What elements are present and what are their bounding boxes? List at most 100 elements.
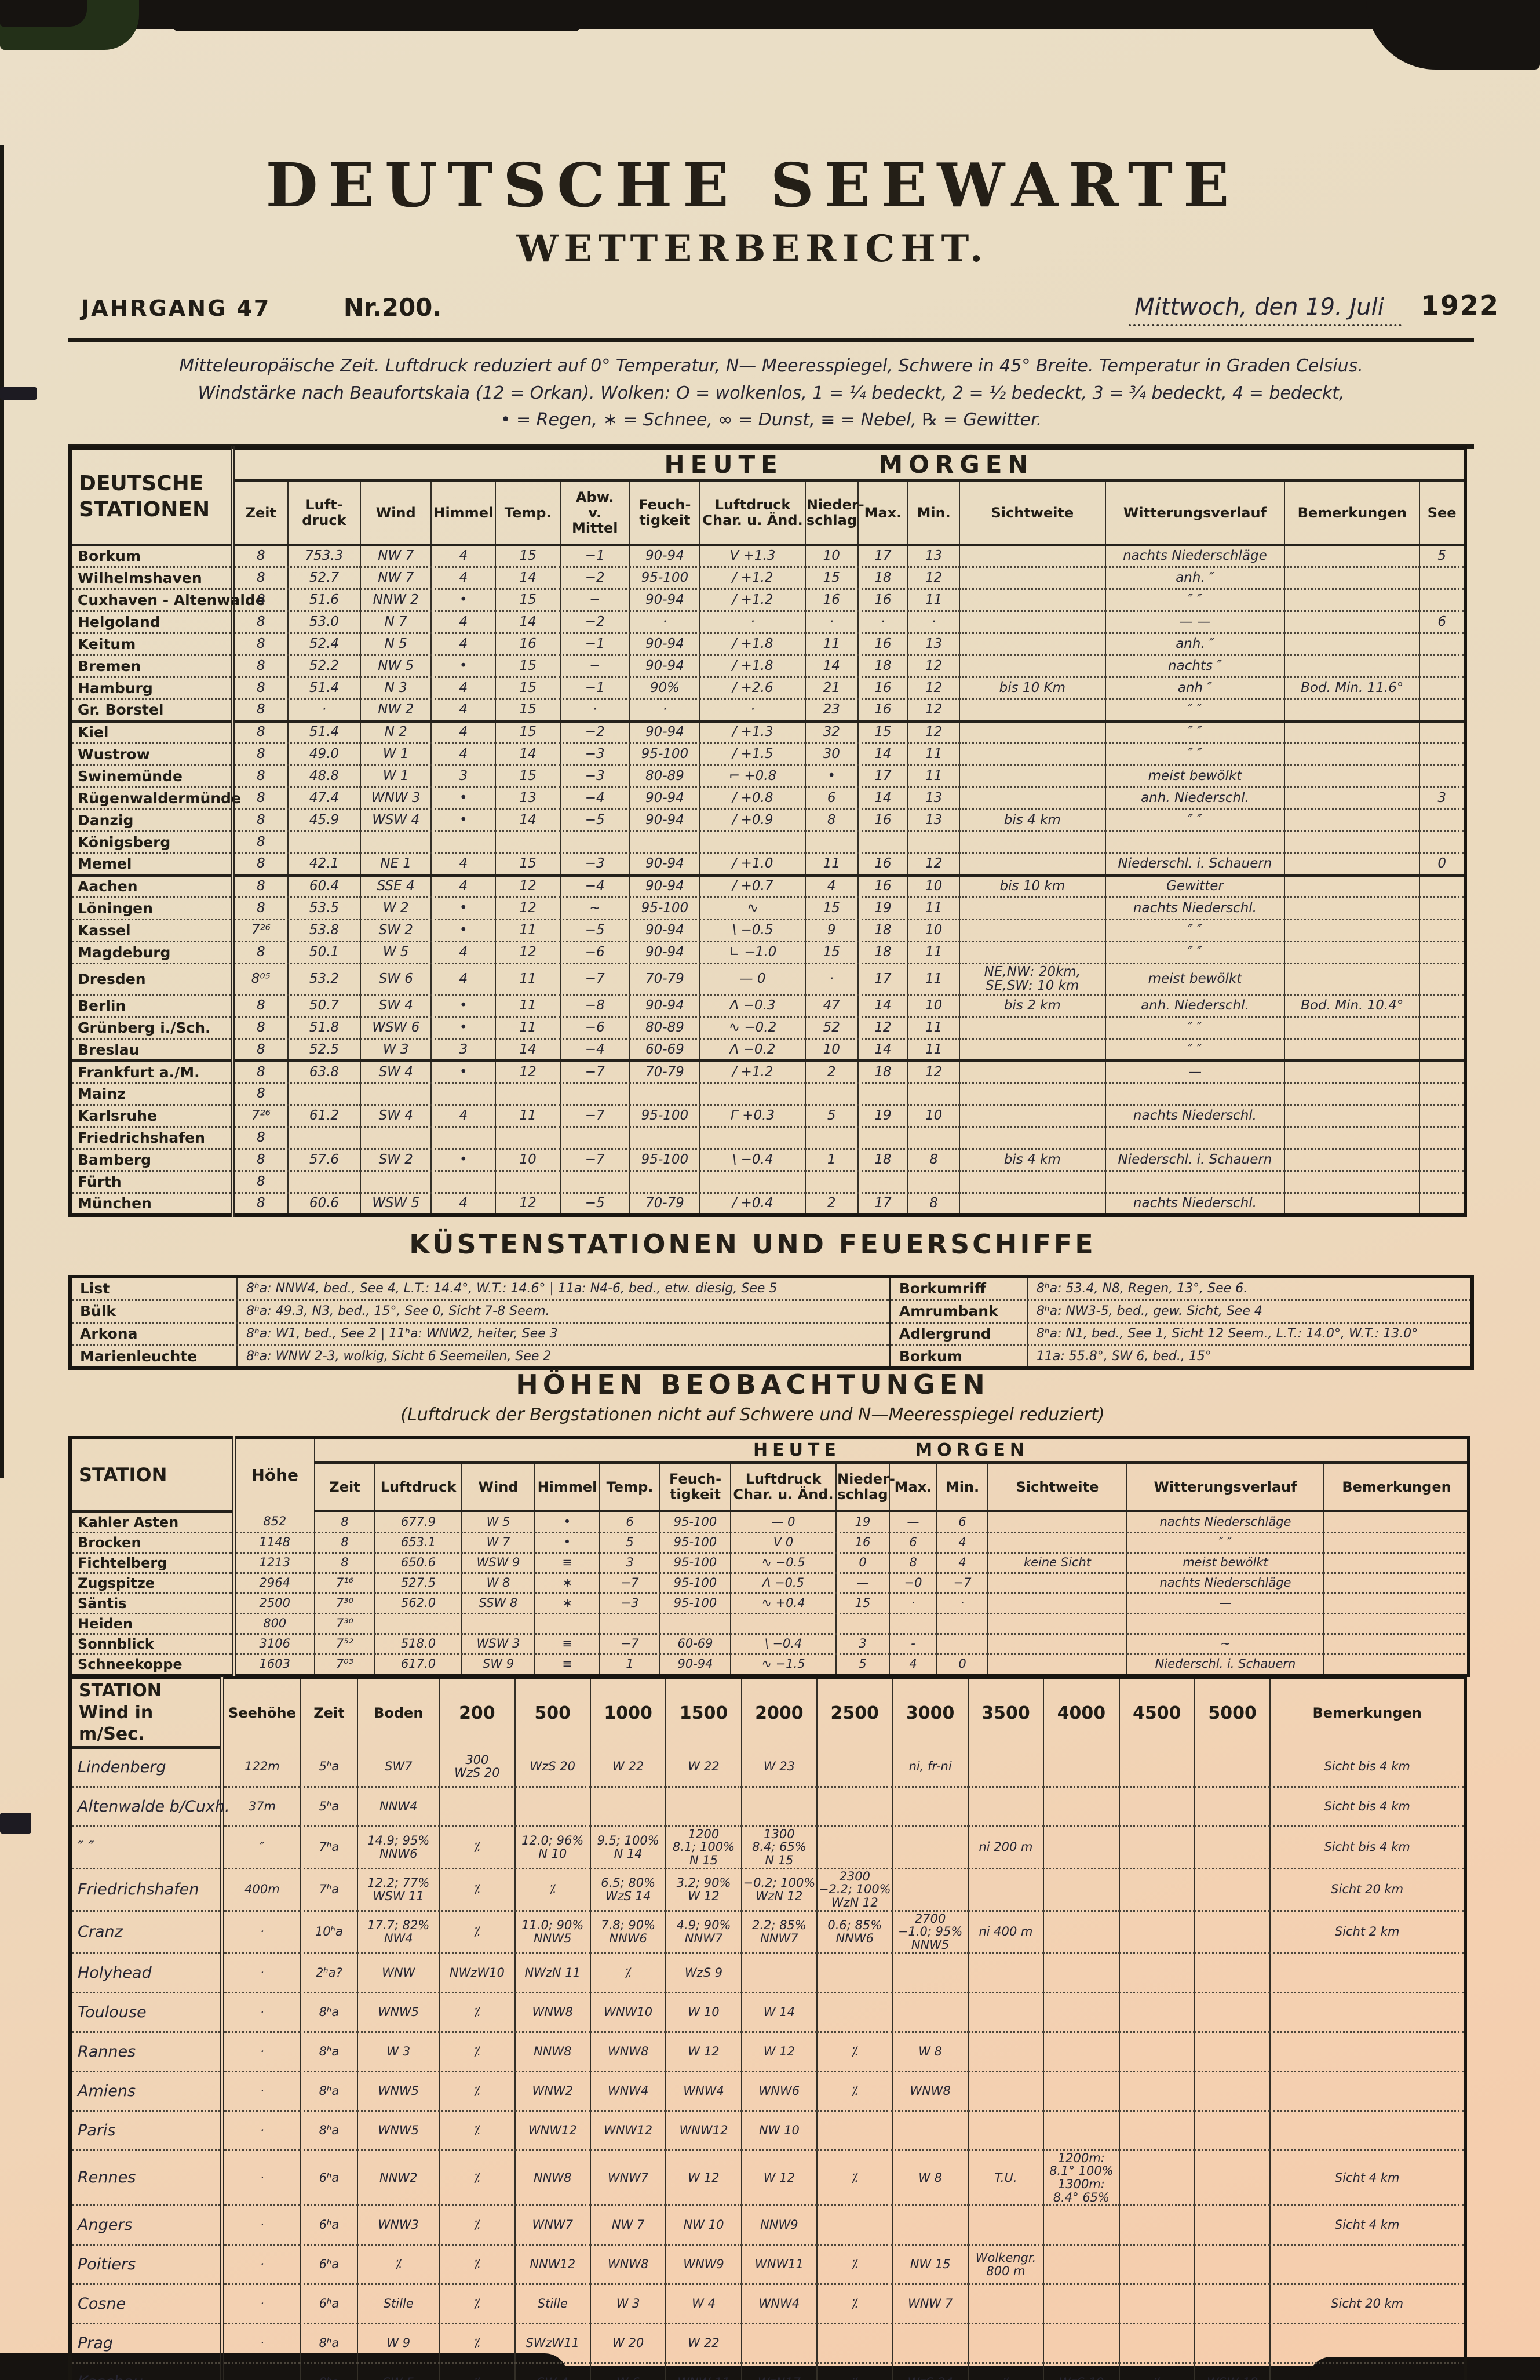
value-cell: NE 1 [360, 853, 432, 875]
value-cell: nachts Niederschl. [1104, 897, 1285, 919]
station-cell: Poitiers [70, 2244, 225, 2284]
col-header: 1500 [665, 1678, 742, 1747]
value-cell: WNW 3 [360, 787, 432, 809]
value-cell: 8 [232, 1038, 288, 1061]
value-cell [958, 1016, 1105, 1039]
value-cell: 11 [907, 765, 959, 787]
value-cell: 17 [857, 765, 908, 787]
value-cell: · [287, 699, 361, 721]
station-cell: Heiden [70, 1613, 236, 1634]
value-cell [1419, 743, 1465, 765]
value-cell: 57.6 [287, 1149, 361, 1171]
value-cell: · [804, 963, 858, 995]
value-cell: 11 [495, 919, 560, 941]
table-row: Toulouse · 8ʰa WNW5 ⁒ WNW8 WNW10 W 10 W 14 [70, 1992, 1465, 2032]
value-cell [816, 1787, 893, 1826]
value-cell [958, 699, 1105, 721]
value-cell: 12 [907, 567, 959, 589]
value-cell: 53.8 [287, 919, 361, 941]
value-cell [958, 831, 1105, 853]
kuesten-table: List 8ʰa: NNW4, bed., See 4, L.T.: 14.4°,… [68, 1275, 1474, 1370]
value-cell: 11 [907, 963, 959, 995]
value-cell: 8 [232, 743, 288, 765]
station-cell: Fichtelberg [70, 1552, 236, 1573]
value-cell [958, 545, 1105, 567]
value-cell: W 8 [461, 1573, 535, 1593]
table-row: Lindenberg 122m 5ʰa SW7 300 WzS 20 WzS 20 W 22… [70, 1747, 1465, 1787]
value-cell: 5 [835, 1654, 889, 1675]
value-cell: 8 [232, 941, 288, 963]
value-cell: 12 [907, 721, 959, 743]
value-cell: WNW8 [892, 2071, 968, 2111]
value-cell: 3.2; 90% W 12 [665, 1868, 742, 1911]
value-cell [816, 1992, 893, 2032]
value-cell: WSW 5 [360, 1193, 432, 1215]
col-header: 500 [514, 1678, 590, 1747]
value-cell: 518.0 [374, 1634, 462, 1654]
value-cell: 14 [804, 655, 858, 677]
value-cell: 19 [857, 1105, 908, 1127]
value-cell: NNW8 [514, 2150, 590, 2206]
heute-morgen-header: HEUTE MORGEN [232, 448, 1465, 482]
value-cell [816, 2205, 893, 2245]
col-header: Sichtweite [987, 1462, 1127, 1512]
value-cell: 4 [936, 1552, 988, 1573]
value-cell: 8 [232, 589, 288, 611]
observation-cell: 8ʰa: W1, bed., See 2 | 11ʰa: WNW2, heite… [236, 1323, 558, 1344]
value-cell: T.U. [967, 2150, 1044, 2206]
value-cell: 16 [835, 1532, 889, 1552]
value-cell [1284, 1171, 1420, 1193]
value-cell [1118, 1787, 1195, 1826]
value-cell [589, 1787, 666, 1826]
value-cell [804, 831, 858, 853]
value-cell [1104, 831, 1285, 853]
value-cell: 11.0; 90% NNW5 [514, 1911, 590, 1953]
col-header: Luft- druck [287, 480, 361, 546]
value-cell: ⁒ [439, 2071, 515, 2111]
station-cell: Adlergrund [899, 1325, 991, 1342]
value-cell: 16 [857, 699, 908, 721]
value-cell: 10 [907, 994, 959, 1017]
station-cell: Amrumbank [899, 1303, 998, 1320]
value-cell: 7¹⁶ [314, 1573, 375, 1593]
value-cell: • [430, 994, 496, 1017]
table-row: Memel 8 42.1 NE 1 4 15 −3 90-94/ +1.0 11 16 12 Nied… [70, 853, 1465, 875]
value-cell: 8 [907, 1193, 959, 1215]
value-cell: 2964 [233, 1573, 315, 1593]
value-cell: keine Sicht [987, 1552, 1127, 1573]
value-cell: 0 [936, 1654, 988, 1675]
table-row: Rannes · 8ʰa W 3 ⁒ NNW8 WNW8 W 12 W 12 ⁒ W 8 [70, 2032, 1465, 2072]
value-cell [360, 1083, 432, 1105]
value-cell: 10 [804, 545, 858, 567]
value-cell: / +0.4 [699, 1193, 805, 1215]
value-cell: Bod. Min. 11.6° [1284, 677, 1420, 699]
value-cell [1194, 2150, 1271, 2206]
value-cell: SW 4 [514, 2363, 590, 2380]
value-cell: 4 [430, 853, 496, 875]
value-cell: ″ ″ [1104, 1016, 1285, 1039]
station-cell: Lindenberg [70, 1747, 225, 1787]
value-cell: \ −0.5 [699, 919, 805, 941]
value-cell [1118, 2032, 1195, 2072]
station-cell: Kaschau [70, 2363, 225, 2380]
value-cell: 3 [1419, 787, 1465, 809]
col-header: Min. [907, 480, 959, 546]
value-cell: 51.6 [287, 589, 361, 611]
value-cell [1118, 1747, 1195, 1787]
value-cell: meist bewölkt [1104, 963, 1285, 995]
value-cell [1284, 1038, 1420, 1061]
value-cell: / +1.0 [699, 853, 805, 875]
value-cell: NW 10 [665, 2205, 742, 2245]
value-cell [907, 831, 959, 853]
value-cell: 753.3 [287, 545, 361, 567]
value-cell [1284, 831, 1420, 853]
value-cell: 8ʰa [300, 2363, 358, 2380]
legend-box: Mitteleuropäische Zeit. Luftdruck reduzi… [68, 338, 1474, 449]
value-cell [987, 1573, 1127, 1593]
value-cell: Wolkengr. 800 m [967, 2244, 1044, 2284]
value-cell: Niederschl. i. Schauern [1104, 1149, 1285, 1171]
value-cell: 15 [495, 677, 560, 699]
value-cell: 0.6; 85% NNW6 [816, 1911, 893, 1953]
value-cell: bis 10 Km [958, 677, 1105, 699]
